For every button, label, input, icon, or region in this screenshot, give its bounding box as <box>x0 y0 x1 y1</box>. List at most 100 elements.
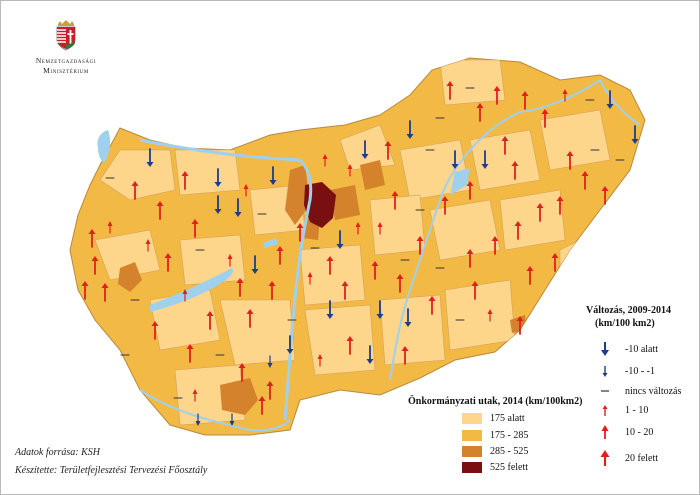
swatch-175-285 <box>462 430 482 441</box>
swatch-285-525 <box>462 446 482 457</box>
arrow-up-mark <box>164 253 172 272</box>
district-region <box>369 194 426 256</box>
arrow-down-small-icon <box>602 366 608 377</box>
legend-item-up-small: 1 - 10 <box>595 402 648 418</box>
arrow-up-mark <box>101 283 109 302</box>
arrow-up-mark <box>322 154 328 167</box>
danube-river <box>139 138 313 421</box>
arrow-up-mark <box>476 103 484 122</box>
tisza-lake <box>450 168 470 195</box>
legend-density-2: 175 - 285 <box>462 430 528 441</box>
arrow-up-mark <box>227 254 233 267</box>
district-region <box>399 139 471 201</box>
arrow-down-mark <box>606 90 614 109</box>
arrow-up-mark <box>81 281 89 300</box>
legend-label: 285 - 525 <box>490 446 529 457</box>
balaton-lake <box>150 268 234 312</box>
district-region <box>118 262 142 292</box>
arrow-up-mark <box>601 186 609 205</box>
legend-item-up-large: 20 felett <box>595 450 658 466</box>
arrow-up-mark <box>182 289 188 302</box>
district-region <box>539 109 611 171</box>
legend-label: 10 - 20 <box>625 426 654 438</box>
arrow-down-mark <box>631 125 639 144</box>
arrow-up-mark <box>192 389 198 402</box>
logo-line-2: Minisztérium <box>43 66 89 75</box>
arrow-up-mark <box>556 196 564 215</box>
tisza-river-upper <box>599 79 641 126</box>
change-legend-title-2: (km/100 km2) <box>595 318 655 329</box>
arrow-up-mark <box>307 272 313 285</box>
district-region <box>174 149 241 196</box>
arrow-up-medium-icon <box>601 425 609 439</box>
arrow-up-mark <box>131 181 139 200</box>
arrow-down-mark <box>214 168 222 187</box>
arrow-up-mark <box>243 184 249 197</box>
arrow-down-mark <box>481 150 489 169</box>
arrow-up-mark <box>377 222 383 235</box>
district-region <box>360 160 385 190</box>
district-region <box>469 129 541 191</box>
district-region <box>219 299 296 366</box>
legend-label: 20 felett <box>625 452 659 464</box>
arrow-down-mark <box>361 140 369 159</box>
arrow-down-mark <box>234 198 242 217</box>
data-source: Adatok forrása: KSH <box>15 447 100 458</box>
arrow-up-mark <box>238 363 246 382</box>
arrow-up-mark <box>268 281 276 300</box>
arrow-up-mark <box>526 266 534 285</box>
legend-density-1: 175 alatt <box>462 413 525 424</box>
district-region <box>499 189 566 251</box>
arrow-up-mark <box>258 396 266 415</box>
arrow-up-mark <box>511 161 519 180</box>
tisza-river <box>389 79 601 381</box>
arrow-down-large-icon <box>601 342 609 356</box>
arrow-down-mark <box>451 150 459 169</box>
arrow-up-mark <box>346 336 354 355</box>
drava-river <box>139 389 291 432</box>
arrow-up-mark <box>317 354 323 367</box>
arrow-down-mark <box>229 413 235 426</box>
legend-density-4: 525 felett <box>462 462 528 473</box>
arrow-up-mark <box>536 203 544 222</box>
neusiedl-lake <box>97 130 111 163</box>
district-region <box>330 185 360 220</box>
arrow-down-mark <box>336 230 344 249</box>
change-legend-title-1: Változás, 2009-2014 <box>586 305 671 316</box>
legend-label: nincs változás <box>625 385 682 397</box>
district-region <box>304 304 376 376</box>
district-region <box>444 279 516 351</box>
district-region <box>99 149 176 201</box>
arrow-up-mark <box>156 201 164 220</box>
legend-label: 1 - 10 <box>625 404 649 416</box>
legend-label: -10 - -1 <box>625 365 655 377</box>
district-region <box>220 378 258 415</box>
arrow-up-mark <box>266 381 274 400</box>
logo-line-1: Nemzetgazdasági <box>35 56 97 65</box>
legend-label: 175 - 285 <box>490 430 529 441</box>
arrow-up-mark <box>521 91 529 110</box>
legend-item-up-medium: 10 - 20 <box>595 424 653 440</box>
ministry-logo: Nemzetgazdasági Minisztérium <box>16 18 116 76</box>
arrow-up-mark <box>145 239 151 252</box>
arrow-up-mark <box>493 86 501 105</box>
district-region <box>94 229 161 281</box>
swatch-175-alatt <box>462 413 482 424</box>
arrow-up-small-icon <box>602 405 608 416</box>
district-region <box>339 124 396 171</box>
arrow-up-mark <box>466 181 474 200</box>
arrow-down-mark <box>366 345 374 364</box>
arrow-up-mark <box>566 151 574 170</box>
arrow-up-mark <box>391 191 399 210</box>
legend-item-down-small: -10 - -1 <box>595 363 655 379</box>
density-legend-title: Önkormányzati utak, 2014 (km/100km2) <box>408 396 583 407</box>
arrow-down-mark <box>286 335 294 354</box>
district-region <box>179 234 246 286</box>
author-credit: Készítette: Területfejlesztési Tervezési… <box>15 465 208 476</box>
arrow-up-mark <box>181 171 189 190</box>
arrow-up-mark <box>487 309 493 322</box>
arrow-up-mark <box>347 164 353 177</box>
arrow-up-mark <box>466 249 474 268</box>
arrow-up-mark <box>446 81 454 100</box>
arrow-up-mark <box>371 261 379 280</box>
